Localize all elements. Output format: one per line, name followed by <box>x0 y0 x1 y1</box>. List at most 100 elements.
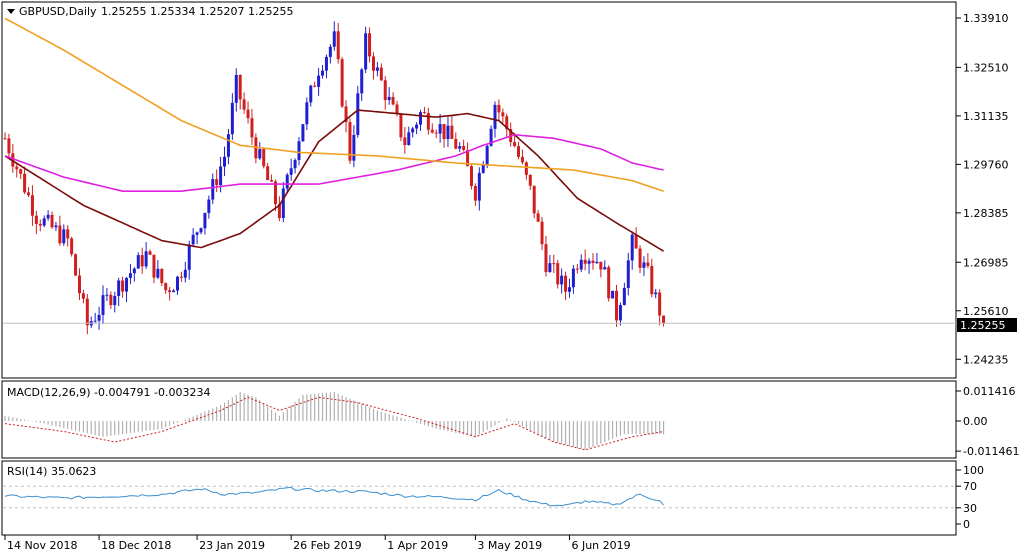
candle-body <box>293 159 297 169</box>
candle-body <box>140 255 144 267</box>
candle-body <box>618 305 622 321</box>
macd-tick-label: 0.00 <box>963 415 988 428</box>
candle-body <box>301 124 305 142</box>
candle-body <box>324 56 328 71</box>
candle-body <box>285 174 289 189</box>
current-price-label: 1.25255 <box>960 319 1006 332</box>
rsi-tick-label: 0 <box>963 518 970 531</box>
candle-body <box>595 261 599 264</box>
candle-body <box>622 287 626 306</box>
candle-body <box>466 149 470 167</box>
candle-body <box>46 214 50 219</box>
price-tick-label: 1.33910 <box>963 12 1009 25</box>
candle-body <box>567 287 571 292</box>
candle-body <box>419 112 423 125</box>
candle-body <box>501 112 505 117</box>
candle-body <box>403 137 407 146</box>
candle-body <box>579 259 583 270</box>
candle-body <box>360 69 364 94</box>
price-tick-label: 1.24235 <box>963 353 1009 366</box>
candle-body <box>187 244 191 270</box>
candle-body <box>477 172 481 201</box>
candle-body <box>517 146 521 157</box>
time-tick-label: 18 Dec 2018 <box>101 539 171 552</box>
candle-body <box>340 59 344 107</box>
candle-body <box>552 263 556 265</box>
candle-body <box>77 275 81 294</box>
candle-body <box>399 113 403 138</box>
macd-panel-frame <box>1 380 957 459</box>
candle-body <box>62 229 66 244</box>
candle-body <box>438 124 442 134</box>
time-tick-label: 23 Jan 2019 <box>199 539 265 552</box>
candle-body <box>27 192 31 196</box>
candle-body <box>469 166 473 186</box>
candle-body <box>219 166 223 186</box>
candle-body <box>411 128 415 133</box>
candle-body <box>125 277 129 292</box>
candle-body <box>587 260 591 264</box>
price-tick-label: 1.31135 <box>963 110 1009 123</box>
candle-body <box>356 93 360 135</box>
candle-body <box>634 234 638 249</box>
candle-body <box>238 75 242 100</box>
candle-body <box>215 179 219 186</box>
candle-body <box>505 116 509 130</box>
candle-body <box>364 33 368 70</box>
candle-body <box>430 129 434 133</box>
candle-body <box>246 109 250 119</box>
candle-body <box>371 56 375 71</box>
candle-body <box>19 169 23 174</box>
candle-body <box>23 173 27 193</box>
candle-body <box>575 268 579 270</box>
candle-body <box>481 164 485 173</box>
candle-body <box>172 290 176 293</box>
candle-body <box>654 292 658 295</box>
candle-body <box>513 142 517 147</box>
time-tick-label: 26 Feb 2019 <box>293 539 361 552</box>
candle-body <box>258 149 262 159</box>
price-tick-label: 1.25610 <box>963 305 1009 318</box>
time-tick-label: 1 Apr 2019 <box>387 539 448 552</box>
macd-tick-label: 0.011416 <box>963 385 1016 398</box>
candle-body <box>540 221 544 245</box>
candle-body <box>422 112 426 114</box>
candle-body <box>395 104 399 114</box>
candle-body <box>591 260 595 264</box>
candle-body <box>105 294 109 296</box>
candle-body <box>442 124 446 139</box>
candle-body <box>352 134 356 161</box>
candle-body <box>626 260 630 288</box>
candle-body <box>446 125 450 139</box>
candle-body <box>66 229 70 239</box>
candle-body <box>564 275 568 292</box>
candle-body <box>611 290 615 299</box>
rsi-label: RSI(14) 35.0623 <box>7 465 96 478</box>
candle-body <box>226 134 230 157</box>
candle-body <box>223 156 227 167</box>
candle-body <box>375 67 379 71</box>
candle-body <box>383 80 387 101</box>
candle-body <box>536 213 540 222</box>
rsi-tick-label: 30 <box>963 502 977 515</box>
candle-body <box>109 294 113 306</box>
candle-body <box>450 125 454 139</box>
chart-ohlc: 1.25255 1.25334 1.25207 1.25255 <box>101 5 293 18</box>
candle-body <box>638 248 642 268</box>
dropdown-triangle-icon[interactable] <box>7 9 15 14</box>
candle-body <box>195 232 199 235</box>
candle-body <box>58 225 62 244</box>
candle-body <box>54 225 58 228</box>
candle-body <box>458 146 462 149</box>
candle-body <box>164 283 168 291</box>
rsi-tick-label: 70 <box>963 480 977 493</box>
candle-body <box>15 166 19 170</box>
candle-body <box>34 215 38 224</box>
candle-body <box>642 262 646 268</box>
price-tick-label: 1.26985 <box>963 256 1009 269</box>
macd-tick-label: -0.011461 <box>963 445 1019 458</box>
candle-body <box>368 33 372 57</box>
time-tick-label: 14 Nov 2018 <box>7 539 77 552</box>
candle-body <box>489 128 493 146</box>
candle-body <box>183 269 187 278</box>
